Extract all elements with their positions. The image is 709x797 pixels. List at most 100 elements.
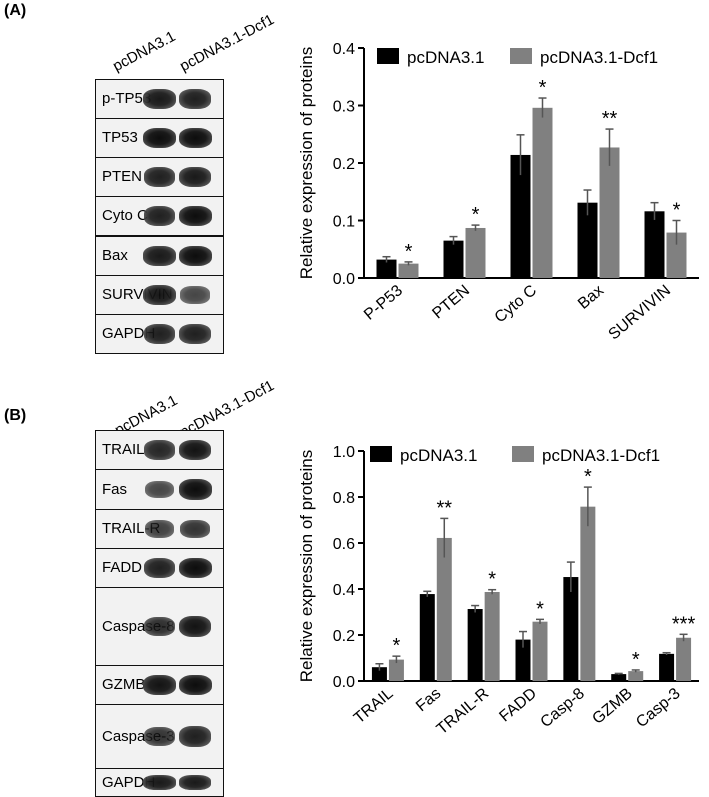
protein-band [143,245,176,267]
significance-marker: * [539,77,547,99]
x-tick-label: TRAIL-R [434,685,493,738]
y-tick-label: 0.6 [333,536,355,553]
blot-label: TRAIL [102,441,145,458]
significance-marker: * [632,649,640,671]
bar [465,227,486,278]
bar [484,591,500,681]
protein-band [143,167,176,187]
protein-band [142,127,176,149]
blot-label: p-TP53 [102,90,152,107]
protein-band [178,127,212,149]
protein-band [178,557,212,579]
blot-strip: Caspase-3 [95,704,224,769]
panel-a-label: (A) [4,2,27,19]
significance-marker: * [405,241,413,263]
blot-strip: PTEN [95,157,224,197]
legend-swatch [512,446,534,462]
protein-band [179,726,211,747]
protein-band [178,615,212,638]
bar [563,577,579,681]
bar [666,232,687,278]
blot-label: Bax [102,247,128,264]
significance-marker: * [472,204,480,226]
significance-marker: ** [602,108,618,130]
blot-strip: Bax [95,236,224,276]
protein-band [178,674,212,696]
bar [515,639,531,681]
bar [467,609,483,681]
panel-b-label: (B) [4,407,27,424]
blot-strip: Fas [95,469,224,510]
y-tick-label: 0.0 [333,674,355,691]
blot-label: Cyto C [102,207,148,224]
bar [676,637,692,681]
y-tick-label: 1.0 [333,444,355,461]
protein-band [143,324,176,344]
significance-marker: * [536,598,544,620]
protein-band [143,558,176,578]
bar [580,506,596,681]
protein-band [178,775,212,790]
legend-swatch [510,48,532,64]
y-tick-label: 0.3 [333,99,355,116]
blot-label: GAPDH [102,773,156,791]
protein-band [178,245,212,267]
y-axis-label: Relative expression of proteins [297,47,316,279]
x-tick-label: TRAIL [351,685,397,727]
bar [419,594,435,681]
bar [436,537,452,681]
x-tick-label: GZMB [589,685,635,728]
bar [659,653,675,681]
protein-band [143,284,176,306]
y-tick-label: 0.4 [333,41,355,58]
x-tick-label: P-P53 [361,282,406,324]
y-tick-label: 0.8 [333,490,355,507]
x-tick-label: Casp-3 [633,685,684,731]
protein-band [180,286,210,304]
significance-marker: ** [436,497,452,519]
bar [510,154,531,278]
bar [644,211,665,278]
blot-label: GZMB [102,676,146,693]
x-tick-label: Casp-8 [537,685,588,731]
legend-label: pcDNA3.1 [400,446,477,465]
blot-strip: TP53 [95,118,224,158]
x-tick-label: PTEN [429,282,473,322]
y-tick-label: 0.1 [333,214,355,231]
protein-band [144,726,175,747]
bar [628,671,644,681]
protein-band [179,324,211,344]
x-tick-label: Fas [413,685,444,715]
protein-band [178,439,212,461]
protein-band [143,206,176,226]
protein-band [143,88,176,110]
bar [532,107,553,278]
protein-band [178,478,212,501]
bar [611,674,627,681]
significance-marker: * [673,200,681,222]
bar [599,147,620,278]
x-tick-label: Cyto C [492,282,540,326]
blot-strip: Caspase-8 [95,587,224,666]
blot-label: Fas [102,480,128,498]
protein-band [179,519,211,539]
protein-band [143,440,176,460]
bar [577,202,598,278]
bar [398,263,419,278]
x-tick-label: Bax [575,282,607,313]
legend-swatch [377,48,399,64]
protein-band [143,674,176,696]
bar [443,240,464,278]
blot-strip: Cyto C [95,196,224,236]
blot-label: GAPDH [102,325,156,342]
significance-marker: * [393,635,401,657]
protein-band [144,520,175,538]
y-tick-label: 0.2 [333,156,355,173]
bar [388,659,404,681]
y-tick-label: 0.4 [333,582,355,599]
protein-band [178,205,212,227]
blot-strip: TRAIL-R [95,509,224,549]
protein-band [144,480,175,499]
significance-marker: *** [672,613,696,635]
